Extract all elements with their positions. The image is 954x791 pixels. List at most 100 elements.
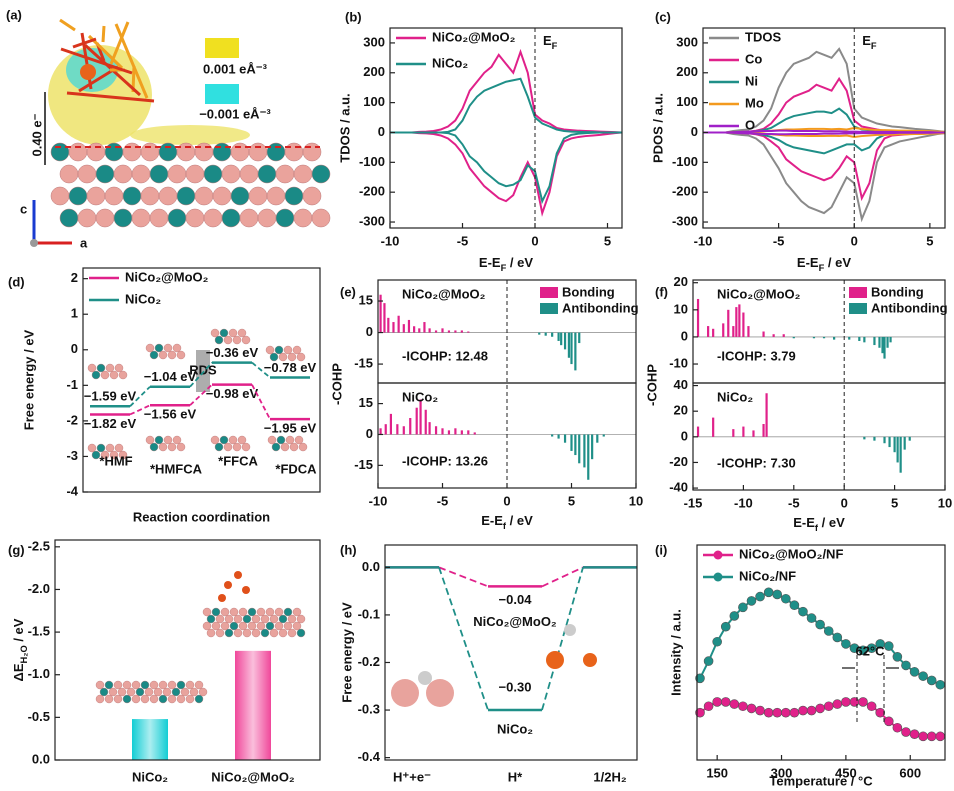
x-tick-label: -10 xyxy=(381,233,400,248)
cohp-bar xyxy=(762,424,764,437)
atom xyxy=(118,688,126,696)
atom xyxy=(97,444,105,452)
x-axis-label-part: E-E xyxy=(479,255,501,270)
atom xyxy=(270,629,278,637)
x-tick-label: -10 xyxy=(694,233,713,248)
x-tick-label: 5 xyxy=(604,233,611,248)
atom xyxy=(150,351,158,359)
atom xyxy=(285,187,303,205)
point xyxy=(738,702,747,711)
atom xyxy=(114,681,122,689)
point xyxy=(919,672,928,681)
atom xyxy=(168,695,176,703)
point xyxy=(730,700,739,709)
dos-curve xyxy=(703,79,945,133)
cohp-bar xyxy=(441,428,443,434)
legend-swatch xyxy=(205,84,239,104)
category-label: NiCo₂@MoO₂ xyxy=(211,769,295,784)
dos-curve xyxy=(390,132,622,213)
atom xyxy=(115,364,123,372)
cohp-bar xyxy=(474,432,476,434)
y-axis-label-part: H₂O xyxy=(19,645,29,663)
fermi-label: EF xyxy=(543,33,558,51)
y-axis-label: TDOS / a.u. xyxy=(337,93,352,162)
atom xyxy=(195,143,213,161)
cohp-bar xyxy=(742,427,744,437)
atom xyxy=(294,209,312,227)
atom xyxy=(109,688,117,696)
atom xyxy=(284,622,292,630)
atom xyxy=(164,436,172,444)
atom xyxy=(146,436,154,444)
y-tick-label: 300 xyxy=(676,34,698,49)
atom xyxy=(276,165,294,183)
atom xyxy=(215,443,223,451)
atom xyxy=(224,336,232,344)
category-label: *FDCA xyxy=(275,461,317,476)
cohp-bar xyxy=(793,337,795,338)
atom xyxy=(288,629,296,637)
y-tick-label: 2 xyxy=(71,270,78,285)
y-axis-label: Free energy / eV xyxy=(21,329,36,430)
point xyxy=(901,661,910,670)
atom xyxy=(293,622,301,630)
atom xyxy=(136,688,144,696)
y-axis-label-part: / eV xyxy=(11,618,26,645)
atom xyxy=(267,143,285,161)
x-tick-label: 10 xyxy=(629,493,643,508)
atom xyxy=(216,629,224,637)
y-tick-label: -0.5 xyxy=(28,709,50,724)
x-tick-label: -5 xyxy=(788,495,800,510)
legend-label: −0.001 eÅ⁻³ xyxy=(199,106,271,121)
panel-title: NiCo₂@MoO₂ xyxy=(402,286,486,301)
x-tick-label: 5 xyxy=(568,493,575,508)
atom xyxy=(177,695,185,703)
atom xyxy=(284,608,292,616)
x-axis-label: Temperature / °C xyxy=(769,773,873,788)
atom xyxy=(203,608,211,616)
x-tick-label: 10 xyxy=(938,495,952,510)
atom xyxy=(150,695,158,703)
point xyxy=(910,667,919,676)
atom xyxy=(123,681,131,689)
atom xyxy=(230,608,238,616)
atom xyxy=(222,209,240,227)
atom xyxy=(88,444,96,452)
atom xyxy=(127,688,135,696)
fermi-label-part: F xyxy=(552,41,558,51)
atom xyxy=(213,187,231,205)
atom xyxy=(60,165,78,183)
cohp-bar xyxy=(379,428,381,434)
legend-swatch xyxy=(849,303,867,314)
point xyxy=(807,614,816,623)
cohp-bar xyxy=(551,333,553,337)
y-tick-label: -15 xyxy=(354,356,373,371)
y-tick-label: 100 xyxy=(363,94,385,109)
atom xyxy=(150,681,158,689)
cohp-bar xyxy=(878,337,880,348)
atom xyxy=(276,209,294,227)
atom xyxy=(391,679,419,707)
atom xyxy=(229,329,237,337)
legend-marker xyxy=(714,551,723,560)
point xyxy=(850,697,859,706)
point xyxy=(876,708,885,717)
panel-title: NiCo₂ xyxy=(717,389,753,404)
y-axis-label-part: ΔE xyxy=(11,663,26,681)
y-tick-label: -200 xyxy=(672,184,698,199)
point xyxy=(790,601,799,610)
atom xyxy=(177,681,185,689)
atom xyxy=(132,165,150,183)
point xyxy=(824,627,833,636)
cohp-bar xyxy=(558,333,560,341)
category-label: *HMF xyxy=(99,453,132,468)
dos-curve xyxy=(703,132,945,219)
atom xyxy=(221,608,229,616)
point xyxy=(713,637,722,646)
cohp-bar xyxy=(909,437,911,441)
atom xyxy=(426,679,454,707)
atom xyxy=(239,608,247,616)
point xyxy=(807,706,816,715)
cohp-bar xyxy=(742,313,744,337)
atom xyxy=(203,622,211,630)
